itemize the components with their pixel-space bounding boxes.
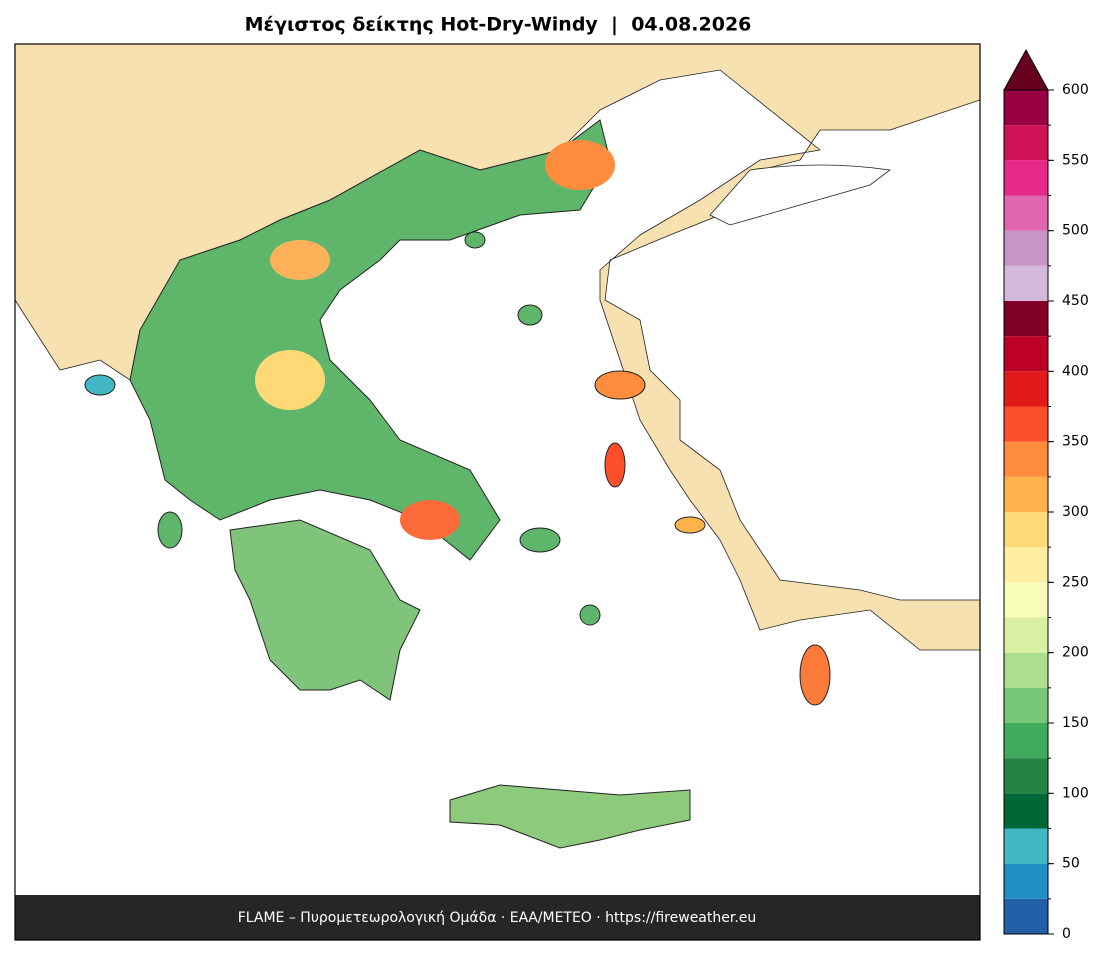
colorbar-tick-label: 200 (1062, 645, 1089, 661)
colorbar-tick-label: 450 (1062, 293, 1089, 309)
colorbar-segment (1004, 652, 1048, 688)
colorbar-segment (1004, 793, 1048, 829)
colorbar-extend (1003, 48, 1049, 91)
colorbar-tick-label: 50 (1062, 856, 1080, 872)
colorbar-segment (1004, 160, 1048, 196)
hot-area (255, 350, 325, 410)
peloponnese (229, 519, 421, 701)
colorbar-tick-label: 100 (1062, 785, 1089, 801)
footer-bar (15, 895, 980, 940)
colorbar-segment (1004, 687, 1048, 723)
map-frame (14, 43, 981, 941)
colorbar-segment (1004, 898, 1048, 934)
colorbar-tick-label: 0 (1062, 926, 1071, 942)
colorbar-segment (1004, 863, 1048, 899)
colorbar: 0 50 100 150 200 250 300 350 400 450 500 550 600 (1003, 48, 1089, 942)
island (84, 374, 116, 396)
hot-area (270, 240, 330, 280)
colorbar-tick-label: 400 (1062, 363, 1089, 379)
island (157, 511, 183, 549)
island (594, 370, 646, 400)
footer-credit: FLAME – Πυρομετεωρολογική Ομάδα · ΕΑΑ/ME… (238, 910, 757, 926)
colorbar-tick-label: 500 (1062, 223, 1089, 239)
island (799, 644, 831, 706)
map-panel: FLAME – Πυρομετεωρολογική Ομάδα · ΕΑΑ/ME… (14, 43, 981, 941)
colorbar-segment (1004, 195, 1048, 231)
colorbar-segment (1004, 336, 1048, 372)
colorbar-tick-label: 350 (1062, 434, 1089, 450)
island (519, 527, 561, 553)
colorbar-segment (1004, 90, 1048, 126)
island (579, 604, 601, 626)
colorbar-segment (1004, 512, 1048, 548)
colorbar-segment (1004, 582, 1048, 618)
island (604, 442, 626, 488)
colorbar-segment (1004, 547, 1048, 583)
colorbar-tick-label: 600 (1062, 82, 1089, 98)
colorbar-segment (1004, 723, 1048, 759)
sea-of-marmara (709, 164, 892, 226)
colorbar-tick-label: 150 (1062, 715, 1089, 731)
colorbar-tick-label: 550 (1062, 152, 1089, 168)
island (517, 304, 543, 326)
hot-area (400, 500, 460, 540)
colorbar-segment (1004, 617, 1048, 653)
map-title: Μέγιστος δείκτης Hot-Dry-Windy | 04.08.2… (245, 14, 752, 36)
colorbar-segment (1004, 828, 1048, 864)
island (674, 516, 706, 534)
colorbar-segment (1004, 758, 1048, 794)
colorbar-segment (1004, 371, 1048, 407)
colorbar-tick-label: 250 (1062, 574, 1089, 590)
colorbar-segment (1004, 125, 1048, 161)
colorbar-segment (1004, 301, 1048, 337)
colorbar-segment (1004, 406, 1048, 442)
colorbar-segment (1004, 441, 1048, 477)
colorbar-segment (1004, 230, 1048, 266)
hot-area (545, 140, 615, 190)
colorbar-tick-label: 300 (1062, 504, 1089, 520)
greece-mainland (129, 119, 611, 561)
island (464, 231, 486, 249)
crete (449, 784, 691, 849)
colorbar-segment (1004, 476, 1048, 512)
colorbar-segment (1004, 265, 1048, 301)
